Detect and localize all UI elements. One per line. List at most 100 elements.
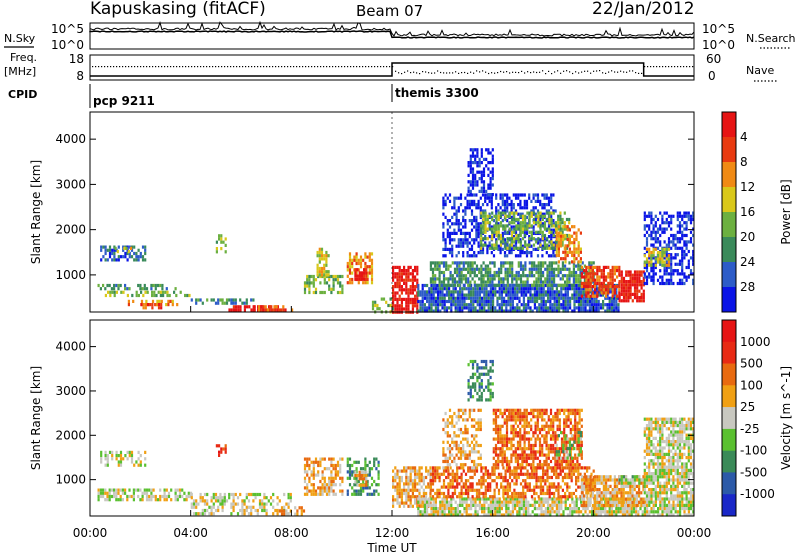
- heatmap-cell: [617, 503, 620, 507]
- heatmap-cell: [510, 233, 514, 238]
- heatmap-cell: [571, 500, 574, 504]
- heatmap-cell: [490, 225, 493, 229]
- heatmap-cell: [511, 274, 514, 278]
- heatmap-cell: [104, 450, 107, 454]
- heatmap-cell: [522, 283, 525, 287]
- heatmap-cell: [557, 241, 560, 245]
- heatmap-cell: [522, 270, 525, 275]
- nave-dot: [581, 71, 583, 73]
- heatmap-cell: [261, 502, 264, 506]
- heatmap-cell: [505, 303, 508, 307]
- heatmap-cell: [506, 193, 509, 197]
- heatmap-cell: [491, 193, 494, 197]
- heatmap-cell: [471, 186, 475, 190]
- heatmap-cell: [679, 513, 682, 517]
- heatmap-cell: [617, 507, 620, 511]
- heatmap-cell: [438, 267, 441, 271]
- heatmap-cell: [418, 469, 421, 473]
- heatmap-cell: [519, 280, 523, 284]
- heatmap-cell: [613, 299, 616, 304]
- heatmap-cell: [428, 290, 431, 294]
- heatmap-cell: [454, 309, 457, 313]
- heatmap-cell: [228, 298, 231, 302]
- heatmap-cell: [407, 288, 410, 292]
- heatmap-cell: [139, 498, 142, 502]
- heatmap-cell: [459, 497, 462, 501]
- nave-dot: [437, 70, 439, 72]
- heatmap-cell: [348, 457, 352, 461]
- heatmap-cell: [546, 264, 549, 268]
- heatmap-cell: [523, 231, 526, 235]
- heatmap-cell: [421, 299, 424, 304]
- heatmap-cell: [476, 303, 479, 307]
- nave-dot: [662, 66, 664, 68]
- heatmap-cell: [672, 237, 675, 241]
- heatmap-cell: [674, 237, 677, 241]
- heatmap-cell: [230, 308, 233, 312]
- heatmap-cell: [454, 303, 457, 307]
- heatmap-cell: [128, 454, 131, 458]
- heatmap-cell: [332, 274, 335, 279]
- heatmap-cell: [496, 510, 499, 514]
- nave-dot: [560, 72, 562, 74]
- heatmap-cell: [438, 264, 441, 268]
- heatmap-cell: [484, 221, 487, 225]
- heatmap-cell: [426, 283, 429, 288]
- heatmap-cell: [368, 255, 371, 259]
- heatmap-cell: [661, 503, 664, 507]
- heatmap-cell: [474, 161, 477, 165]
- heatmap-cell: [330, 473, 333, 477]
- heatmap-cell: [505, 503, 508, 507]
- heatmap-cell: [535, 280, 538, 284]
- heatmap-cell: [455, 219, 458, 223]
- heatmap-cell: [396, 488, 399, 492]
- heatmap-cell: [611, 285, 614, 289]
- heatmap-cell: [449, 277, 452, 281]
- heatmap-cell: [526, 227, 529, 231]
- heatmap-cell: [517, 261, 520, 265]
- heatmap-cell: [654, 263, 657, 267]
- heatmap-cell: [483, 513, 486, 517]
- colorbar-label: Power [dB]: [779, 179, 793, 244]
- heatmap-cell: [156, 498, 160, 502]
- heatmap-cell: [506, 277, 509, 281]
- heatmap-cell: [525, 497, 528, 501]
- heatmap-cell: [594, 265, 597, 269]
- heatmap-cell: [430, 306, 433, 310]
- heatmap-cell: [365, 477, 368, 481]
- heatmap-cell: [135, 251, 138, 256]
- heatmap-cell: [548, 214, 551, 218]
- heatmap-cell: [609, 285, 612, 289]
- heatmap-cell: [575, 280, 578, 284]
- heatmap-cell: [459, 228, 463, 232]
- heatmap-cell: [376, 303, 379, 308]
- heatmap-cell: [661, 214, 664, 218]
- heatmap-cell: [681, 256, 684, 260]
- heatmap-cell: [245, 301, 248, 305]
- heatmap-cell: [431, 277, 435, 281]
- heatmap-cell: [513, 237, 516, 241]
- heatmap-cell: [558, 497, 561, 501]
- nave-dot: [518, 72, 520, 74]
- heatmap-cell: [524, 283, 527, 287]
- heatmap-cell: [661, 217, 664, 222]
- heatmap-cell: [597, 510, 600, 514]
- heatmap-cell: [197, 298, 200, 302]
- heatmap-cell: [462, 254, 465, 258]
- heatmap-cell: [365, 274, 368, 278]
- heatmap-cell: [552, 241, 555, 245]
- heatmap-cell: [484, 209, 487, 213]
- heatmap-cell: [668, 500, 671, 504]
- heatmap-cell: [370, 271, 374, 275]
- heatmap-cell: [524, 243, 527, 247]
- heatmap-cell: [237, 308, 240, 312]
- heatmap-cell: [507, 503, 510, 507]
- heatmap-cell: [487, 306, 490, 310]
- heatmap-cell: [670, 513, 673, 517]
- nave-dot: [668, 66, 670, 68]
- heatmap-cell: [203, 502, 207, 506]
- heatmap-cell: [470, 507, 473, 511]
- heatmap-cell: [650, 230, 653, 234]
- heatmap-cell: [602, 265, 605, 269]
- nave-dot: [185, 66, 187, 68]
